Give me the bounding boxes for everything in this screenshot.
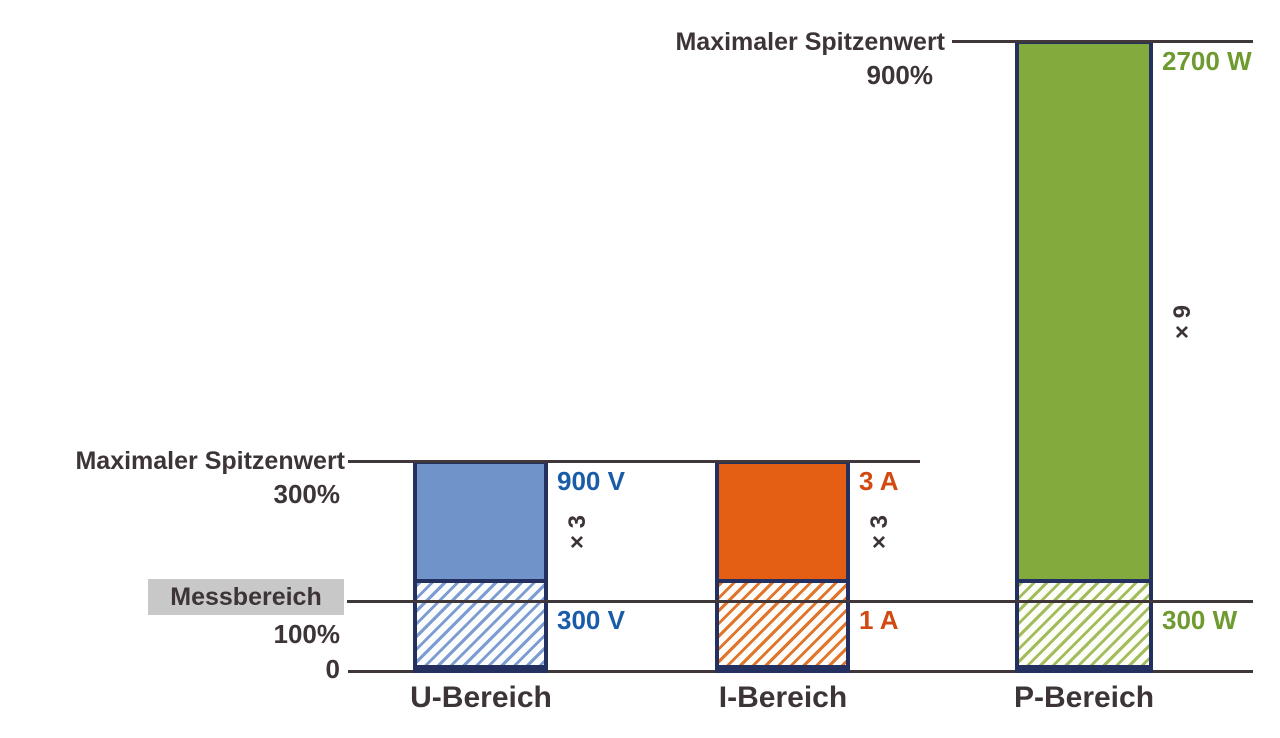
max-peak-900-title: Maximaler Spitzenwert bbox=[675, 28, 945, 56]
bar-i-base-strip bbox=[719, 665, 846, 669]
measure-value-i: 1 A bbox=[859, 605, 899, 635]
bar-u-bereich bbox=[413, 460, 548, 673]
max-peak-900-percent: 900% bbox=[866, 60, 934, 90]
measure-value-p: 300 W bbox=[1162, 605, 1238, 635]
max-peak-300-percent: 300% bbox=[273, 479, 341, 509]
bar-i-segment-divider bbox=[719, 579, 846, 583]
peak-value-p: 2700 W bbox=[1162, 46, 1252, 76]
peak-value-u: 900 V bbox=[557, 466, 625, 496]
bar-i-measure-segment bbox=[719, 583, 846, 665]
bar-p-measure-segment bbox=[1019, 583, 1149, 665]
bar-i-bereich bbox=[715, 460, 850, 673]
messbereich-percent: 100% bbox=[273, 619, 341, 649]
max-peak-300-title: Maximaler Spitzenwert bbox=[75, 447, 345, 475]
reference-line-300pct bbox=[348, 460, 920, 463]
multiplier-label-i: × 3 bbox=[866, 514, 893, 550]
bar-u-segment-divider bbox=[417, 579, 544, 583]
bar-u-base-strip bbox=[417, 665, 544, 669]
category-label-i-bereich: I-Bereich bbox=[718, 681, 848, 714]
category-label-p-bereich: P-Bereich bbox=[1013, 681, 1155, 714]
category-label-u-bereich: U-Bereich bbox=[410, 681, 552, 714]
measure-value-u: 300 V bbox=[557, 605, 625, 635]
axis-zero-label: 0 bbox=[325, 654, 340, 684]
bar-p-segment-divider bbox=[1019, 579, 1149, 583]
multiplier-label-p: × 9 bbox=[1169, 304, 1196, 340]
bar-i-peak-segment bbox=[719, 464, 846, 579]
bar-u-measure-segment bbox=[417, 583, 544, 665]
reference-line-900pct bbox=[952, 40, 1253, 43]
reference-line-100pct bbox=[347, 600, 1253, 603]
messbereich-label-box: Messbereich bbox=[148, 579, 344, 615]
bar-u-peak-segment bbox=[417, 464, 544, 579]
bar-p-bereich bbox=[1015, 40, 1153, 673]
messbereich-label: Messbereich bbox=[170, 583, 322, 611]
bar-p-base-strip bbox=[1019, 665, 1149, 669]
bar-p-peak-segment bbox=[1019, 44, 1149, 579]
peak-value-i: 3 A bbox=[859, 466, 899, 496]
multiplier-label-u: × 3 bbox=[564, 514, 591, 550]
